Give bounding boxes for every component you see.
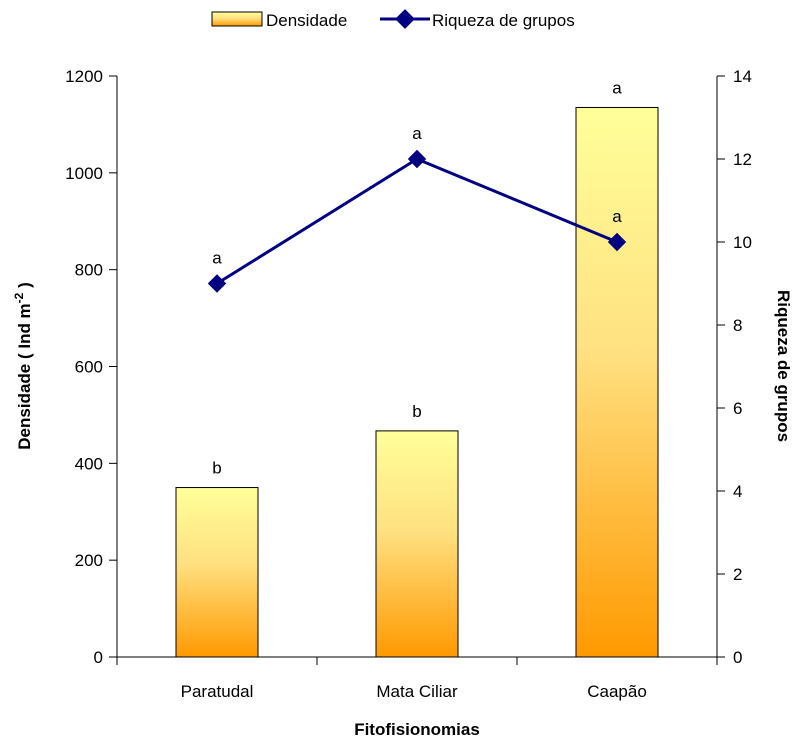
- left-tick-label: 0: [94, 648, 103, 667]
- y2-axis-title: Riqueza de grupos: [774, 290, 793, 442]
- left-tick-label: 400: [75, 454, 103, 473]
- riqueza-point: [407, 149, 427, 169]
- riqueza-line: [216, 157, 618, 285]
- riqueza-point: [607, 232, 627, 252]
- x-axis-ticks: Paratudal Mata Ciliar Caapão: [116, 657, 718, 701]
- right-tick-label: 0: [733, 648, 742, 667]
- left-tick-label: 800: [75, 261, 103, 280]
- bar: [575, 106, 659, 658]
- x-tick-label: Caapão: [587, 682, 647, 701]
- y-axis-title: Densidade ( Ind m-2 ): [12, 282, 34, 449]
- riqueza-point: [207, 274, 227, 293]
- legend-bar-swatch: [211, 11, 263, 27]
- left-axis-ticks: 0 200 400 600 800 1000 1200: [65, 67, 117, 667]
- bar-significance-label: b: [412, 402, 421, 421]
- y-axis-title-tail: ): [15, 282, 34, 292]
- left-tick-label: 200: [75, 551, 103, 570]
- right-tick-label: 4: [733, 482, 742, 501]
- bar-significance-label: b: [212, 459, 221, 478]
- right-axis-ticks: 0 2 4 6 8 10 12 14: [717, 67, 752, 667]
- right-tick-label: 2: [733, 565, 742, 584]
- right-tick-label: 12: [733, 150, 752, 169]
- left-tick-label: 1000: [65, 164, 103, 183]
- legend-line-label: Riqueza de grupos: [432, 11, 575, 30]
- left-tick-label: 600: [75, 358, 103, 377]
- x-axis-title: Fitofisionomias: [354, 720, 480, 739]
- legend: Densidade Riqueza de grupos: [211, 9, 575, 30]
- y-axis-title-main: Densidade ( Ind m: [15, 303, 34, 449]
- point-significance-label: a: [612, 207, 622, 226]
- line-series: a a a: [207, 124, 627, 293]
- bar: [175, 487, 259, 658]
- right-tick-label: 14: [733, 67, 752, 86]
- left-tick-label: 1200: [65, 67, 103, 86]
- right-tick-label: 8: [733, 316, 742, 335]
- bar: [375, 430, 459, 658]
- x-tick-label: Mata Ciliar: [376, 682, 458, 701]
- bar-significance-label: a: [612, 78, 622, 97]
- right-tick-label: 10: [733, 233, 752, 252]
- bar-series: b b a: [175, 78, 659, 658]
- legend-bar-label: Densidade: [266, 11, 347, 30]
- legend-line-marker: [395, 9, 415, 29]
- right-tick-label: 6: [733, 399, 742, 418]
- y-axis-title-superscript: -2: [12, 292, 26, 303]
- point-significance-label: a: [212, 249, 222, 268]
- point-significance-label: a: [412, 124, 422, 143]
- x-tick-label: Paratudal: [181, 682, 254, 701]
